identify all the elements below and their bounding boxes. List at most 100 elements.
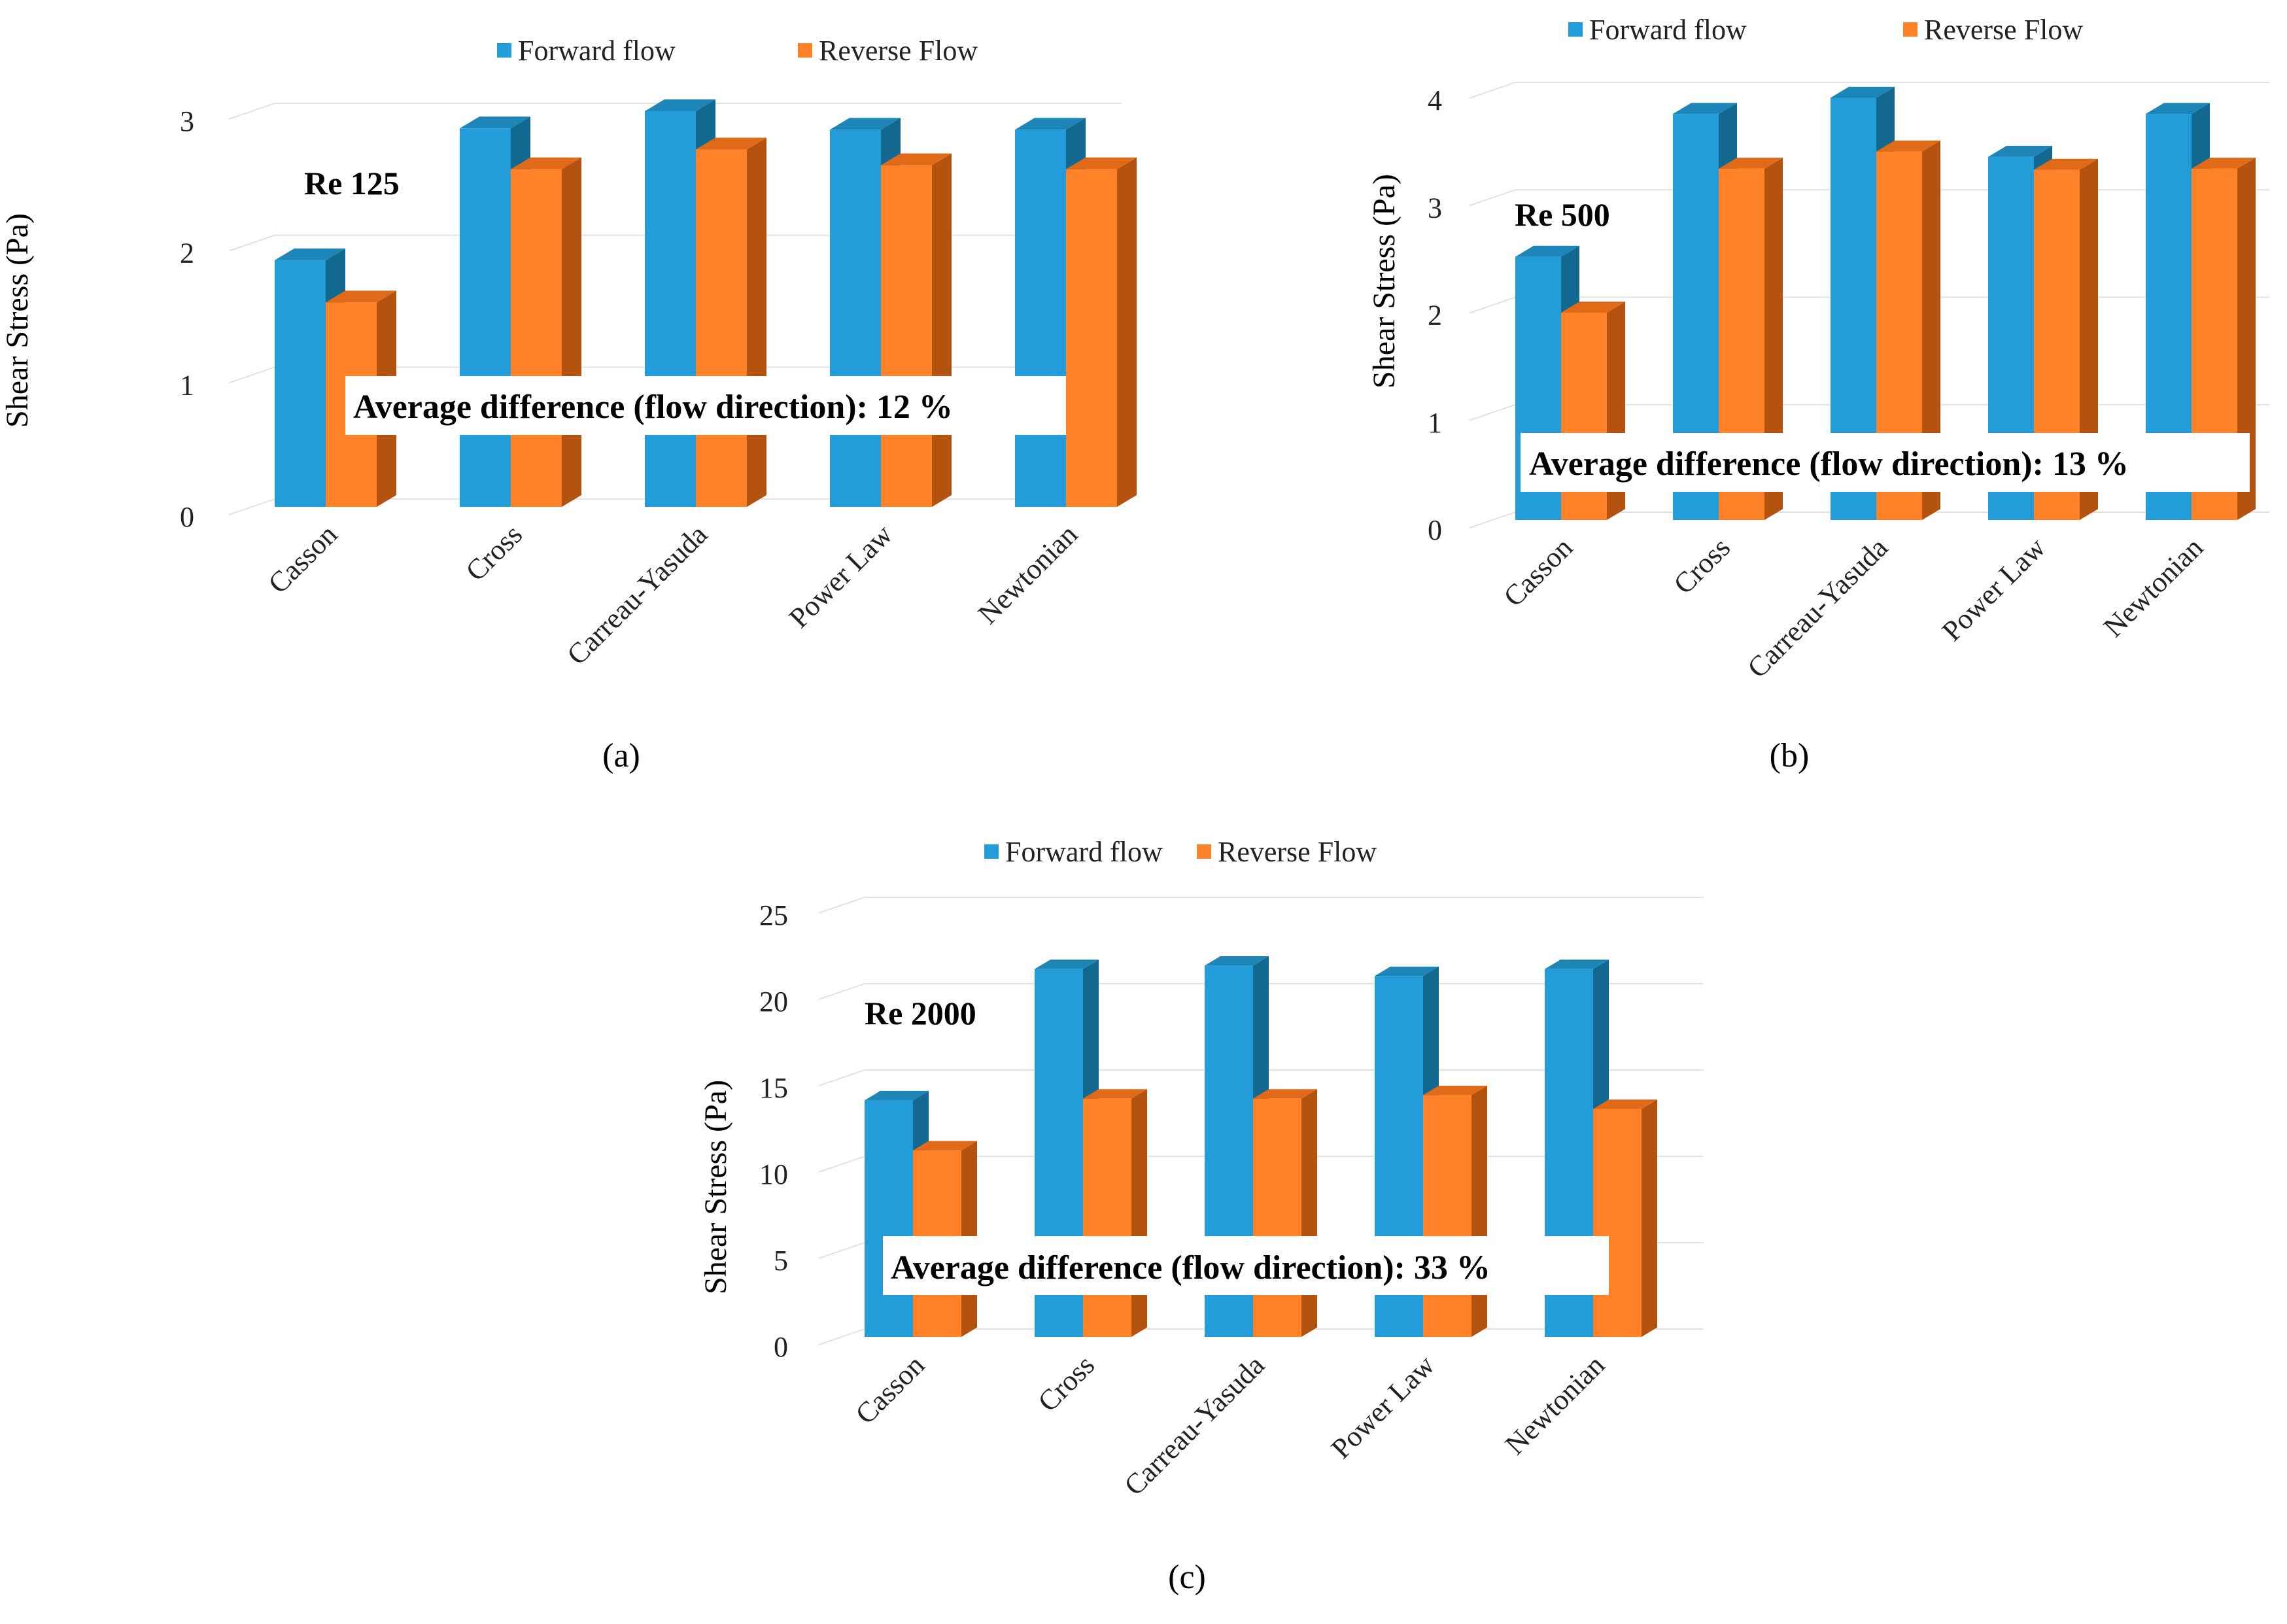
re-annotation-b: Re 500 [1515,196,1610,233]
bar-top-a-forward-newtonian [1015,118,1086,130]
average-difference-box-c: Average difference (flow direction): 33 … [883,1236,1609,1295]
category-label-a-carreau-yasuda: Carreau-Yasuda [560,518,714,671]
bar-c-reverse-carreau-yasuda [1253,1089,1317,1337]
average-difference-text-b: Average difference (flow direction): 13 … [1529,445,2129,483]
y-tick-b-1: 1 [1428,407,1442,439]
category-labels-c: Casson Cross Carreau-Yasuda Power Law Newton… [850,1349,1611,1502]
bar-c-reverse-newtonian [1593,1099,1657,1337]
bar-top-c-reverse-newtonian [1593,1099,1657,1109]
average-difference-box-a: Average difference (flow direction): 12 … [345,376,1066,435]
bar-front-a-reverse-power-law [881,165,932,507]
category-label-b-newtonian: Newtonian [2097,531,2209,643]
y-axis-title-b: Shear Stress (Pa) [1367,174,1401,389]
bar-front-c-reverse-cross [1083,1098,1131,1337]
y-tick-c-5: 5 [774,1245,788,1277]
average-difference-text-c: Average difference (flow direction): 33 … [891,1249,1490,1287]
legend-swatch-forward-b [1568,22,1583,37]
bar-front-a-reverse-newtonian [1066,169,1117,507]
legend-swatch-forward-a [497,43,511,58]
bar-side-a-reverse-power-law [932,153,952,507]
bar-front-c-reverse-power-law [1423,1095,1471,1337]
legend-label-forward-c: Forward flow [1005,836,1163,868]
bar-top-c-forward-newtonian [1545,959,1609,969]
y-axis-title-a: Shear Stress (Pa) [0,213,35,428]
gridline-a-3 [228,103,1122,120]
bar-front-a-reverse-cross [511,169,562,507]
bar-c-reverse-power-law [1423,1086,1487,1337]
category-label-b-cross: Cross [1668,531,1737,600]
bar-top-c-reverse-casson [913,1141,977,1150]
bar-side-b-reverse-carreau-yasuda [1922,140,1940,520]
bar-top-b-reverse-carreau-yasuda [1876,140,1940,152]
bars-a [275,99,1137,507]
category-label-c-power-law: Power Law [1325,1349,1441,1464]
legend-label-reverse-b: Reverse Flow [1924,14,2083,46]
gridline-c-25 [818,897,1704,914]
bar-top-c-forward-cross [1035,959,1099,969]
y-tick-a-3: 3 [180,105,194,137]
legend-c: Forward flow Reverse Flow [984,836,1377,868]
y-tick-a-2: 2 [180,237,194,269]
legend-label-reverse-a: Reverse Flow [819,35,978,67]
bar-top-c-forward-carreau-yasuda [1205,956,1269,966]
chart-panel-b: 0 1 2 3 4 Shear Stress (Pa) Casson Cross Carre… [1367,14,2269,774]
category-label-b-casson: Casson [1498,531,1579,613]
bar-top-a-reverse-carreau-yasuda [696,137,766,150]
bar-front-a-forward-casson [275,260,326,507]
bar-a-reverse-cross [511,157,581,507]
legend-swatch-forward-c [984,844,999,859]
y-tick-c-10: 10 [759,1158,788,1190]
y-tick-c-0: 0 [774,1331,788,1363]
category-label-a-casson: Casson [262,518,344,600]
chart-panel-c: 0 5 10 15 20 25 Shear Stress (Pa) Casson Cross… [698,836,1704,1596]
bar-top-c-forward-casson [865,1090,929,1101]
y-tick-b-2: 2 [1428,300,1442,332]
legend-label-forward-b: Forward flow [1589,14,1747,46]
category-label-b-power-law: Power Law [1936,531,2052,647]
y-tick-b-0: 0 [1428,514,1442,546]
y-tick-c-15: 15 [759,1072,788,1104]
bar-top-b-forward-casson [1515,245,1579,257]
bar-top-b-forward-cross [1673,103,1737,114]
y-tick-labels-c: 0 5 10 15 20 25 [759,899,788,1363]
y-axis-title-c: Shear Stress (Pa) [698,1080,733,1294]
bar-side-c-reverse-newtonian [1642,1099,1657,1337]
category-label-a-cross: Cross [460,518,529,587]
bar-top-b-forward-carreau-yasuda [1831,86,1895,98]
legend-swatch-reverse-a [798,43,812,58]
bar-top-a-reverse-newtonian [1066,157,1137,169]
y-tick-labels-a: 0 1 2 3 [180,105,194,533]
re-annotation-a: Re 125 [304,165,400,201]
panel-label-b: (b) [1770,737,1810,774]
bar-top-a-forward-casson [275,248,345,260]
y-tick-a-0: 0 [180,501,194,533]
legend-swatch-reverse-b [1903,22,1917,37]
y-tick-b-3: 3 [1428,192,1442,224]
category-label-c-carreau-yasuda: Carreau-Yasuda [1118,1349,1271,1502]
y-tick-c-25: 25 [759,899,788,931]
bar-side-b-reverse-power-law [2080,158,2098,520]
bar-top-b-reverse-casson [1561,302,1625,313]
legend-label-forward-a: Forward flow [518,35,676,67]
bar-top-a-forward-power-law [830,118,901,130]
bar-side-a-reverse-carreau-yasuda [747,137,766,507]
category-label-c-newtonian: Newtonian [1499,1349,1611,1460]
bar-c-reverse-cross [1083,1089,1147,1337]
bar-a-reverse-power-law [881,153,952,507]
legend-b: Forward flow Reverse Flow [1568,14,2083,46]
bar-side-b-reverse-cross [1764,158,1783,521]
bar-front-a-forward-carreau-yasuda [645,111,696,507]
legend-swatch-reverse-c [1197,844,1211,859]
category-label-a-newtonian: Newtonian [972,518,1084,630]
category-label-a-power-law: Power Law [783,518,899,634]
legend-a: Forward flow Reverse Flow [497,35,978,67]
bar-side-b-reverse-newtonian [2237,158,2256,521]
bar-top-a-forward-cross [460,116,530,129]
bar-top-c-reverse-cross [1083,1089,1147,1099]
bar-front-a-forward-newtonian [1015,130,1066,507]
bar-side-c-reverse-power-law [1471,1086,1487,1337]
bar-front-a-forward-cross [460,128,511,507]
bar-top-c-reverse-carreau-yasuda [1253,1089,1317,1099]
y-tick-labels-b: 0 1 2 3 4 [1428,84,1442,546]
bar-side-a-reverse-cross [562,157,581,507]
